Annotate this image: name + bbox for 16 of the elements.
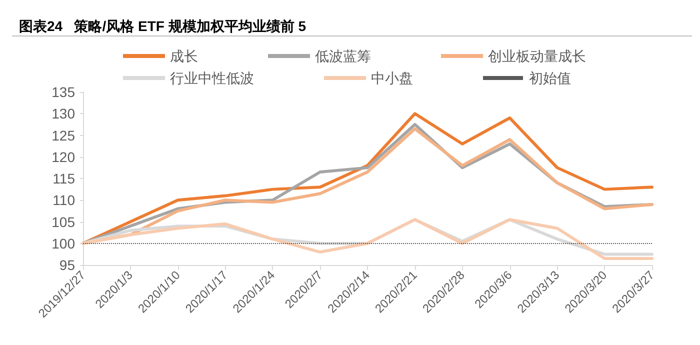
y-tick-label: 95 [59, 257, 76, 273]
y-tick-label: 105 [52, 214, 76, 230]
legend-label: 低波蓝筹 [315, 48, 371, 64]
y-tick-label: 130 [52, 106, 76, 122]
legend-label: 中小盘 [371, 70, 413, 86]
y-tick-label: 100 [52, 235, 76, 252]
y-tick-label: 125 [52, 127, 76, 144]
legend-label: 初始值 [529, 70, 571, 86]
y-tick-label: 135 [52, 84, 76, 100]
legend-label: 创业板动量成长 [488, 48, 586, 64]
y-tick-label: 115 [52, 170, 76, 186]
chart-title: 图表24 策略/风格 ETF 规模加权平均业绩前 5 [19, 18, 306, 34]
y-tick-label: 120 [52, 148, 76, 165]
legend-label: 行业中性低波 [170, 70, 254, 86]
legend-label: 成长 [170, 48, 198, 64]
y-tick-label: 110 [52, 192, 76, 208]
